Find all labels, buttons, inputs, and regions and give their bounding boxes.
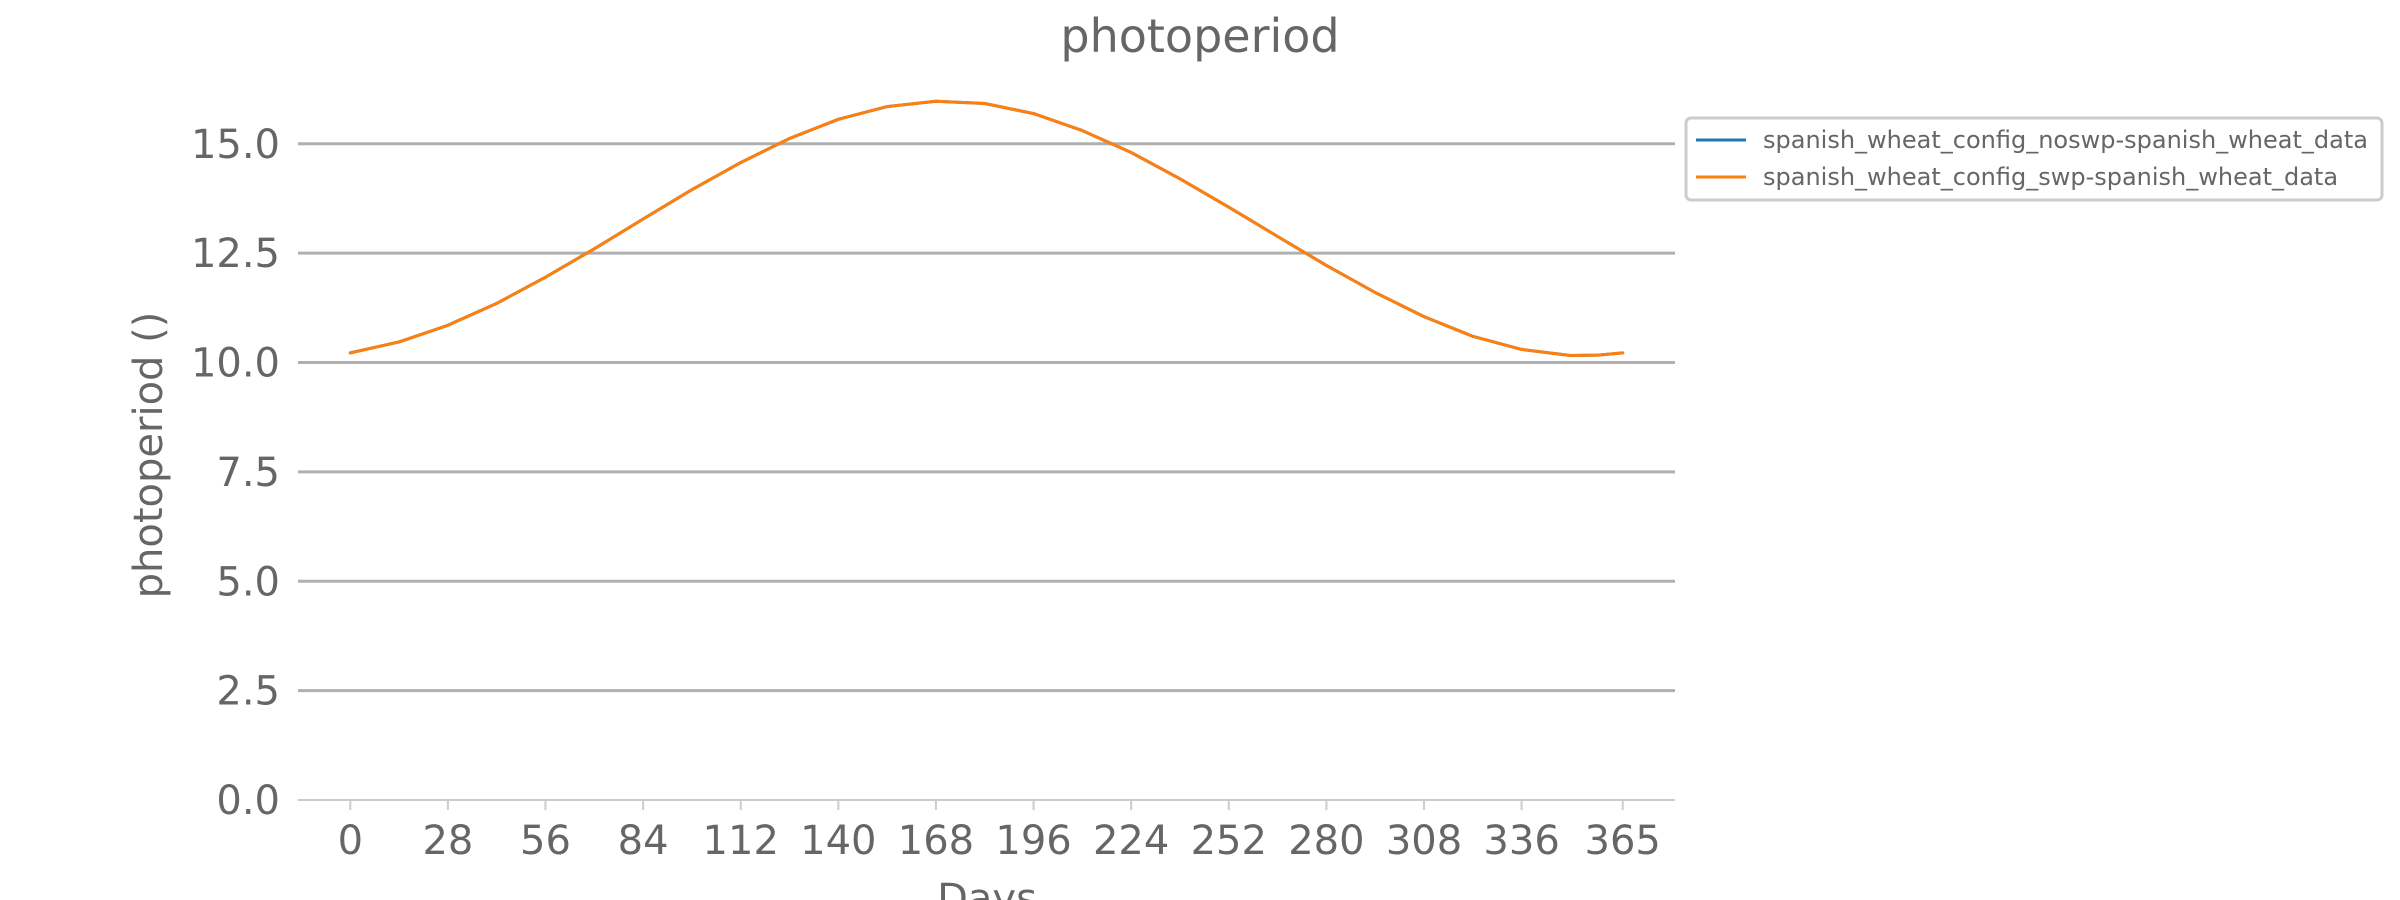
- x-axis-ticks: 0 28 56 84 112 140 168 196 224 252 280 308 336 365: [338, 800, 1661, 864]
- y-axis-ticks: 0.0 2.5 5.0 7.5 10.0 12.5 15.0: [191, 122, 280, 824]
- x-tick-label: 28: [422, 818, 473, 864]
- legend: spanish_wheat_config_noswp-spanish_wheat…: [1684, 116, 2384, 202]
- y-axis-label: photoperiod (): [126, 312, 172, 599]
- legend-label: spanish_wheat_config_swp-spanish_wheat_d…: [1763, 163, 2338, 191]
- x-axis-label: Days: [937, 876, 1037, 900]
- legend-frame: [1684, 116, 2384, 202]
- x-tick-label: 308: [1386, 818, 1462, 864]
- x-tick-label: 0: [338, 818, 363, 864]
- x-tick-label: 365: [1585, 818, 1661, 864]
- y-tick-label: 2.5: [216, 669, 280, 715]
- y-tick-label: 12.5: [191, 231, 280, 277]
- series-lines: [348, 99, 1625, 357]
- grid-lines: [298, 142, 1675, 693]
- x-tick-label: 84: [618, 818, 669, 864]
- chart-title: photoperiod: [1060, 9, 1339, 63]
- y-tick-label: 10.0: [191, 341, 280, 387]
- legend-label: spanish_wheat_config_noswp-spanish_wheat…: [1763, 126, 2368, 154]
- x-tick-label: 224: [1093, 818, 1169, 864]
- x-tick-label: 280: [1288, 818, 1364, 864]
- x-tick-label: 336: [1483, 818, 1559, 864]
- series-line-2: [348, 99, 1625, 357]
- x-tick-label: 56: [520, 818, 571, 864]
- x-tick-label: 168: [898, 818, 974, 864]
- y-tick-label: 7.5: [216, 450, 280, 496]
- x-tick-label: 196: [995, 818, 1071, 864]
- x-tick-label: 252: [1191, 818, 1267, 864]
- y-tick-label: 15.0: [191, 122, 280, 168]
- x-tick-label: 140: [800, 818, 876, 864]
- series-line-1: [348, 99, 1625, 357]
- x-tick-label: 112: [703, 818, 779, 864]
- y-tick-label: 5.0: [216, 559, 280, 605]
- y-tick-label: 0.0: [216, 778, 280, 824]
